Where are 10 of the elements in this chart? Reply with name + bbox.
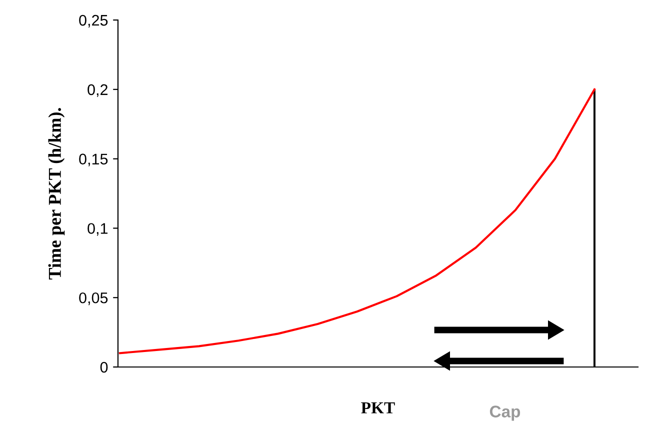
x-axis-title: PKT (361, 402, 395, 414)
y-tick-label: 0,15 (79, 154, 108, 166)
y-tick-label: 0,25 (79, 14, 108, 28)
y-axis-title: Time per PKT (h/km). (48, 108, 65, 280)
y-tick-label: 0 (100, 362, 108, 373)
text: Cap (490, 406, 520, 421)
y-tick-label: 0,05 (79, 292, 108, 306)
line-series (118, 88, 596, 354)
y-tick-label: 0,2 (88, 84, 108, 97)
y-tick-label: 0,1 (88, 223, 108, 236)
